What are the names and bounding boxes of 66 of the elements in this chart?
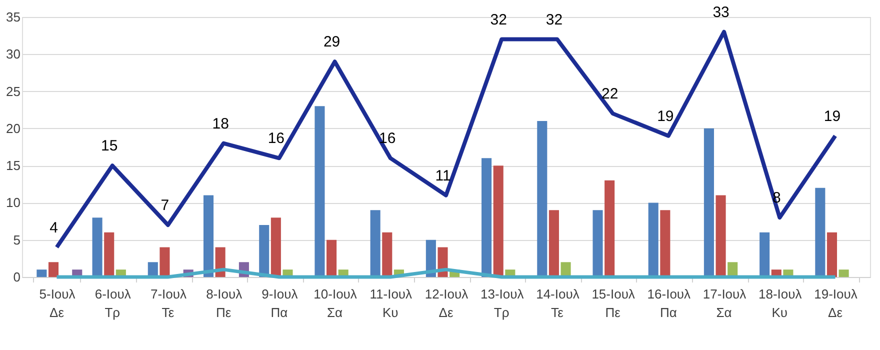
data-label: 19 bbox=[657, 108, 674, 125]
bar bbox=[104, 232, 114, 277]
bar bbox=[716, 195, 726, 277]
category-label: 9-Ιουλ Πα bbox=[262, 286, 298, 320]
bar bbox=[314, 106, 325, 277]
y-tick-label: 25 bbox=[6, 84, 20, 99]
bar bbox=[326, 240, 337, 277]
bar bbox=[203, 195, 214, 277]
category-label: 19-Ιουλ Δε bbox=[814, 286, 858, 320]
data-label: 29 bbox=[323, 34, 340, 51]
bar bbox=[548, 210, 559, 277]
category-label: 11-Ιουλ Κυ bbox=[370, 286, 412, 320]
data-label: 7 bbox=[160, 197, 170, 214]
data-label: 22 bbox=[601, 86, 618, 103]
category-label: 10-Ιουλ Σα bbox=[314, 286, 357, 320]
category-label: 6-Ιουλ Τρ bbox=[94, 286, 131, 320]
y-tick-label: 15 bbox=[6, 158, 20, 174]
bar bbox=[826, 232, 838, 277]
bar bbox=[592, 210, 603, 277]
category-label: 18-Ιουλ Κυ bbox=[758, 286, 802, 320]
category-label: 14-Ιουλ Τε bbox=[536, 286, 580, 320]
bar bbox=[370, 210, 380, 277]
bar bbox=[36, 270, 47, 277]
bar bbox=[92, 218, 102, 277]
bar bbox=[728, 262, 738, 277]
y-tick-label: 35 bbox=[6, 10, 20, 24]
data-label: 18 bbox=[212, 115, 229, 132]
data-label: 19 bbox=[824, 108, 841, 125]
bar bbox=[560, 262, 571, 277]
bar bbox=[604, 180, 615, 277]
category-label: 7-Ιουλ Τε bbox=[150, 286, 186, 320]
category-label: 13-Ιουλ Τρ bbox=[480, 286, 524, 320]
data-label: 32 bbox=[490, 11, 507, 28]
bar bbox=[259, 225, 270, 277]
bar bbox=[382, 232, 392, 277]
y-tick-label: 0 bbox=[13, 270, 20, 284]
y-tick-label: 5 bbox=[13, 232, 20, 248]
bar bbox=[48, 262, 59, 277]
category-label: 16-Ιουλ Πα bbox=[647, 286, 691, 320]
bar bbox=[660, 210, 670, 277]
bar bbox=[537, 121, 548, 277]
bar bbox=[815, 188, 826, 277]
bar bbox=[704, 128, 714, 277]
category-label: 17-Ιουλ Σα bbox=[702, 286, 746, 320]
bar bbox=[760, 232, 770, 277]
bar bbox=[482, 158, 492, 277]
category-label: 8-Ιουλ Πε bbox=[206, 286, 242, 320]
bar bbox=[648, 202, 658, 277]
category-label: 5-Ιουλ Δε bbox=[39, 286, 76, 320]
y-tick-label: 30 bbox=[6, 46, 20, 62]
data-label: 33 bbox=[712, 4, 730, 21]
y-tick-label: 10 bbox=[6, 195, 20, 210]
data-label: 15 bbox=[101, 138, 118, 155]
data-label: 32 bbox=[546, 11, 563, 28]
data-label: 4 bbox=[50, 219, 58, 236]
bar bbox=[270, 218, 281, 277]
bar bbox=[148, 262, 158, 277]
data-label: 16 bbox=[268, 130, 285, 148]
bar bbox=[838, 270, 849, 277]
category-label: 15-Ιουλ Πε bbox=[592, 286, 635, 320]
bar bbox=[493, 166, 504, 277]
category-label: 12-Ιουλ Δε bbox=[424, 286, 468, 320]
data-label: 11 bbox=[435, 167, 451, 184]
y-tick-label: 20 bbox=[6, 120, 20, 136]
data-label: 16 bbox=[379, 130, 396, 148]
bar bbox=[160, 247, 170, 277]
